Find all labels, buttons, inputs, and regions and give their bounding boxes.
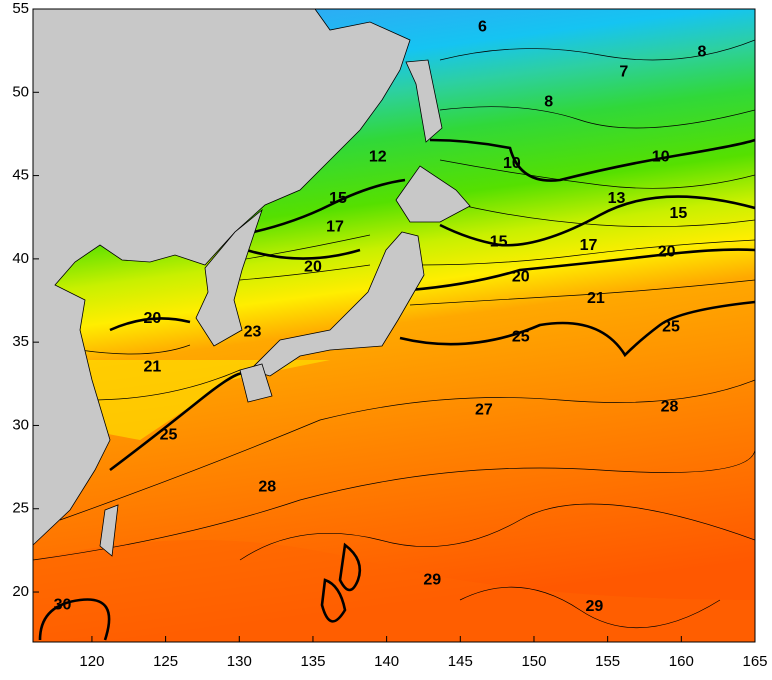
contour-label: 30: [54, 597, 72, 614]
contour-label: 23: [244, 323, 262, 340]
x-tick-label: 155: [595, 653, 620, 670]
x-tick-label: 135: [300, 653, 325, 670]
contour-label: 21: [143, 358, 161, 375]
x-tick-label: 160: [669, 653, 694, 670]
y-tick-label: 45: [12, 167, 29, 184]
x-tick-label: 165: [742, 653, 767, 670]
x-tick-label: 125: [153, 653, 178, 670]
contour-label: 29: [585, 598, 603, 615]
contour-label: 25: [160, 427, 178, 444]
contour-label: 28: [258, 478, 276, 495]
contour-label: 17: [580, 237, 598, 254]
frame: [32, 8, 756, 643]
contour-label: 17: [326, 218, 344, 235]
plot-area: [33, 9, 755, 642]
land: [33, 9, 471, 557]
contour-label: 25: [662, 318, 680, 335]
y-tick-label: 55: [12, 0, 29, 17]
x-tick-label: 140: [374, 653, 399, 670]
contour-label: 7: [619, 64, 628, 81]
y-tick-label: 50: [12, 83, 29, 100]
contour-label: 15: [329, 190, 347, 207]
contour-label: 20: [143, 310, 161, 327]
x-tick-label: 145: [448, 653, 473, 670]
y-tick-label: 35: [12, 333, 29, 350]
contour-label: 10: [503, 155, 521, 172]
contour-label: 13: [608, 190, 626, 207]
contour-label: 20: [658, 243, 676, 260]
contour-label: 21: [587, 290, 605, 307]
contour-label: 10: [652, 148, 670, 165]
contour-label: 25: [512, 328, 530, 345]
x-tick-label: 150: [521, 653, 546, 670]
contour-label: 6: [478, 19, 487, 36]
y-tick-label: 30: [12, 416, 29, 433]
contour-label: 27: [475, 402, 493, 419]
y-tick-label: 20: [12, 583, 29, 600]
contour-label: 8: [544, 94, 553, 111]
x-tick-label: 120: [79, 653, 104, 670]
contour-label: 20: [512, 268, 530, 285]
thin-contours: [33, 39, 755, 629]
contour-label: 28: [661, 398, 679, 415]
contour-label: 20: [304, 258, 322, 275]
contour-label: 15: [490, 233, 508, 250]
contour-label: 8: [698, 44, 707, 61]
x-tick-label: 130: [227, 653, 252, 670]
contour-label: 12: [369, 148, 387, 165]
contour-label: 29: [423, 572, 441, 589]
warm-band: [33, 360, 330, 440]
warm-band: [33, 540, 755, 642]
contour-label: 15: [669, 205, 687, 222]
y-tick-label: 25: [12, 500, 29, 517]
y-tick-label: 40: [12, 250, 29, 267]
